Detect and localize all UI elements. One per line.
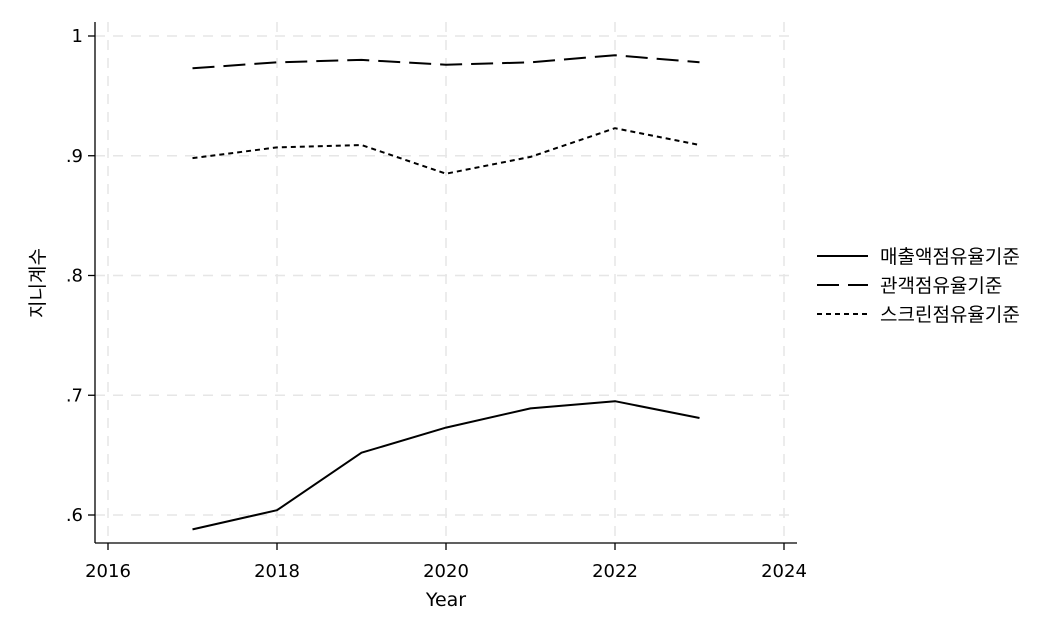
legend-label-1: 매출액점유율기준 [880,246,1020,268]
x-axis-title: Year [425,589,466,611]
axes [88,22,797,550]
tick-labels: .6 .7 .8 .9 1 2016 2018 2020 2022 2024 [66,26,807,582]
series-line-3 [192,127,700,175]
y-tick-label: 1 [72,26,83,47]
series-line-2 [192,54,700,70]
x-tick-label: 2020 [423,561,469,582]
x-tick-label: 2018 [254,561,300,582]
x-tick-label: 2016 [85,561,131,582]
legend-label-2: 관객점유율기준 [880,275,1002,297]
y-tick-label: .6 [66,505,83,526]
x-tick-label: 2022 [592,561,638,582]
series-line-1 [192,400,700,531]
legend-label-3: 스크린점유율기준 [880,304,1020,326]
y-tick-label: .7 [66,385,83,406]
x-tick-label: 2024 [761,561,807,582]
y-axis-title: 지니계수 [27,248,49,318]
y-tick-label: .8 [66,266,83,287]
y-tick-label: .9 [66,146,83,167]
series-lines [192,54,700,531]
